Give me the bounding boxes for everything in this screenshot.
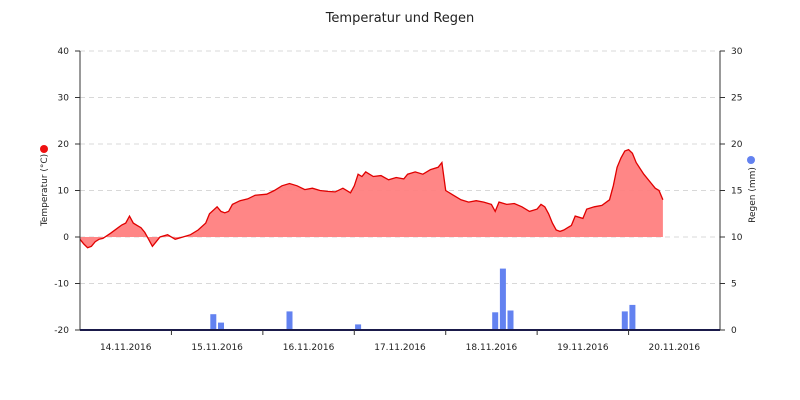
rain-bar-2 bbox=[286, 311, 293, 330]
right-tick-label-5: 25 bbox=[731, 94, 742, 104]
right-tick-label-1: 5 bbox=[731, 280, 737, 290]
x-tick-label-2: 16.11.2016 bbox=[283, 343, 335, 353]
left-tick-label-3: 10 bbox=[58, 187, 70, 197]
right-tick-label-0: 0 bbox=[731, 326, 737, 336]
rain-bar-8 bbox=[629, 304, 636, 330]
right-tick-label-6: 30 bbox=[731, 47, 743, 57]
rain-legend-dot bbox=[747, 156, 755, 164]
left-tick-label-4: 20 bbox=[58, 140, 70, 150]
left-tick-label-6: 40 bbox=[58, 47, 70, 57]
left-tick-label-0: -20 bbox=[54, 326, 69, 336]
temperature-series bbox=[79, 148, 664, 249]
right-tick-label-4: 20 bbox=[731, 140, 743, 150]
rain-bar-0 bbox=[210, 314, 217, 330]
right-tick-label-2: 10 bbox=[731, 233, 743, 243]
temperature-area bbox=[80, 149, 663, 248]
chart-title: Temperatur und Regen bbox=[325, 11, 475, 26]
x-tick-label-6: 20.11.2016 bbox=[649, 343, 701, 353]
rain-bar-3 bbox=[355, 324, 362, 330]
right-axis-ticks: 0 5 10 15 20 25 30 bbox=[720, 47, 743, 336]
rain-bar-1 bbox=[218, 322, 224, 330]
y-axis-label-left: Temperatur (°C) bbox=[40, 154, 50, 227]
x-tick-label-3: 17.11.2016 bbox=[374, 343, 426, 353]
rain-bar-7 bbox=[621, 311, 628, 330]
x-tick-label-4: 18.11.2016 bbox=[466, 343, 518, 353]
rain-series bbox=[210, 268, 636, 330]
left-tick-label-2: 0 bbox=[63, 233, 69, 243]
x-axis-ticks: 14.11.2016 15.11.2016 16.11.2016 17.11.2016… bbox=[100, 330, 700, 353]
left-tick-label-1: -10 bbox=[54, 280, 69, 290]
right-tick-label-3: 15 bbox=[731, 187, 742, 197]
rain-bar-5 bbox=[499, 268, 506, 330]
x-tick-label-1: 15.11.2016 bbox=[191, 343, 243, 353]
rain-bar-6 bbox=[507, 310, 514, 330]
y-axis-label-right: Regen (mm) bbox=[748, 167, 758, 223]
rain-bar-4 bbox=[492, 312, 499, 330]
temperature-legend-dot bbox=[40, 145, 48, 153]
left-tick-label-5: 30 bbox=[58, 94, 70, 104]
x-tick-label-0: 14.11.2016 bbox=[100, 343, 152, 353]
x-tick-label-5: 19.11.2016 bbox=[557, 343, 609, 353]
left-axis-ticks: -20 -10 0 10 20 30 40 bbox=[54, 47, 80, 336]
temperature-line bbox=[79, 148, 664, 249]
